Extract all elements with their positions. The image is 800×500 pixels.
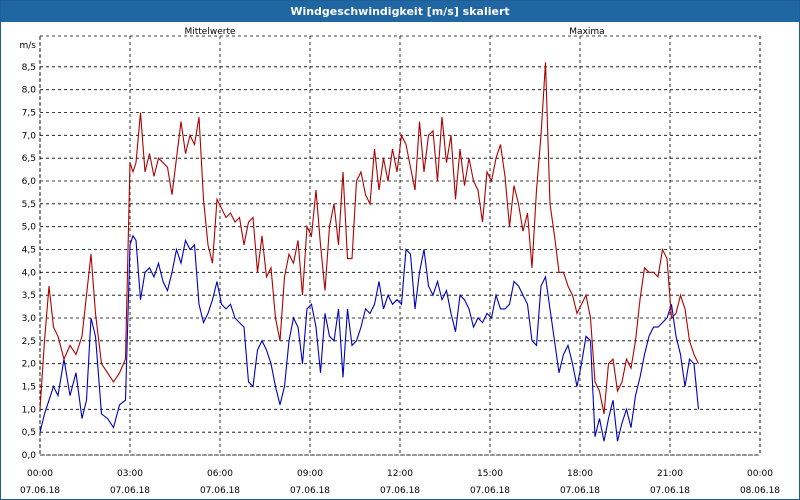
y-tick-label: 1,5 — [22, 383, 36, 393]
y-tick-label: 6,5 — [22, 154, 36, 164]
x-tick-time: 00:00 — [747, 469, 773, 479]
legend-mittelwerte: Mittelwerte — [184, 27, 235, 37]
x-tick-date: 07.06.18 — [200, 486, 240, 496]
y-tick-label: 0,0 — [22, 451, 37, 461]
y-tick-label: 6,0 — [22, 177, 37, 187]
x-tick-date: 07.06.18 — [470, 486, 510, 496]
legend: Mittelwerte Maxima — [184, 27, 604, 37]
x-tick-time: 21:00 — [657, 469, 683, 479]
axes: 0,0 0,5 1,0 1,5 2,0 2,5 3,0 3,5 4,0 4,5 5,0 5,5 6,0 6… — [20, 41, 781, 496]
x-tick-date: 07.06.18 — [20, 486, 60, 496]
x-tick-date: 07.06.18 — [290, 486, 330, 496]
y-tick-label: 5,0 — [22, 223, 37, 233]
series-line-maxima — [39, 62, 699, 415]
x-tick-time: 18:00 — [567, 469, 593, 479]
x-tick-date: 07.06.18 — [380, 486, 420, 496]
x-tick-time: 00:00 — [27, 469, 53, 479]
legend-maxima: Maxima — [569, 27, 604, 37]
series-line-mittelwerte — [39, 234, 700, 442]
y-axis-label: m/s — [20, 41, 37, 51]
x-tick-time: 15:00 — [477, 469, 503, 479]
x-tick-date: 07.06.18 — [110, 486, 150, 496]
x-tick-date: 07.06.18 — [560, 486, 600, 496]
x-tick-time: 03:00 — [117, 469, 143, 479]
y-tick-label: 4,5 — [22, 246, 36, 256]
series-lines — [39, 62, 700, 442]
y-tick-label: 7,0 — [22, 131, 37, 141]
x-tick-date: 07.06.18 — [650, 486, 690, 496]
y-tick-label: 0,5 — [22, 428, 36, 438]
x-tick-time: 06:00 — [207, 469, 233, 479]
x-tick-date: 08.06.18 — [740, 486, 780, 496]
plot-frame — [39, 35, 761, 456]
grid — [39, 35, 761, 456]
y-tick-label: 8,5 — [22, 63, 36, 73]
y-tick-label: 1,0 — [22, 405, 37, 415]
y-tick-label: 4,0 — [22, 268, 37, 278]
y-tick-label: 7,5 — [22, 109, 36, 119]
x-tick-time: 12:00 — [387, 469, 413, 479]
y-tick-label: 2,0 — [22, 360, 37, 370]
window-title: Windgeschwindigkeit [m/s] skaliert — [1, 1, 799, 22]
x-tick-time: 09:00 — [297, 469, 323, 479]
y-tick-label: 5,5 — [22, 200, 36, 210]
y-tick-label: 8,0 — [22, 86, 37, 96]
y-tick-label: 3,0 — [22, 314, 37, 324]
y-tick-label: 2,5 — [22, 337, 36, 347]
y-tick-label: 3,5 — [22, 291, 36, 301]
